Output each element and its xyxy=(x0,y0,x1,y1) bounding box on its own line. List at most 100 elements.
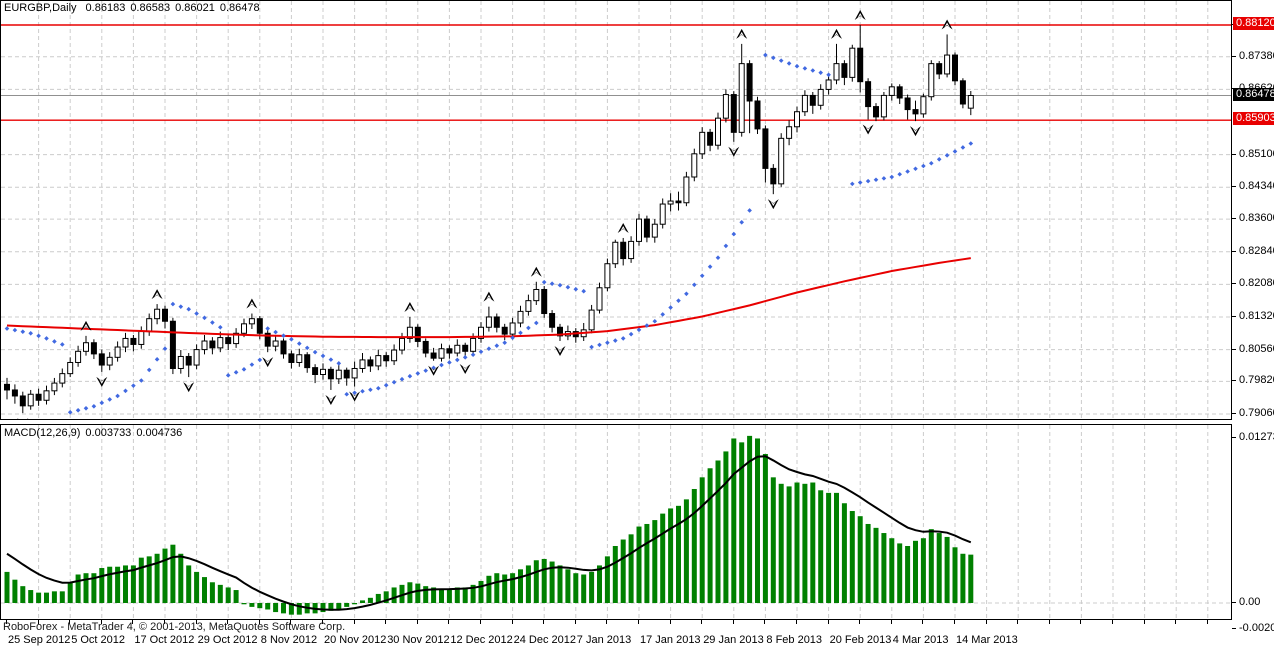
psar-dot-icon xyxy=(873,177,879,183)
psar-dot-icon xyxy=(794,63,800,69)
psar-dot-icon xyxy=(383,382,389,388)
macd-histogram-bar xyxy=(44,592,49,603)
macd-histogram-bar xyxy=(115,566,121,603)
candle-body xyxy=(746,63,753,102)
axis-tick xyxy=(1232,55,1236,57)
date-axis[interactable]: 25 Sep 2012 5 Oct 2012 17 Oct 2012 29 Oct 2… xyxy=(0,620,1232,651)
candle-body xyxy=(438,348,445,359)
date-tick xyxy=(37,620,39,624)
fractal-down-inner xyxy=(264,358,271,365)
psar-dot-icon xyxy=(534,320,539,326)
candle-body xyxy=(904,97,911,111)
date-tick xyxy=(322,620,323,624)
candle-body xyxy=(912,109,919,115)
macd-histogram-bar xyxy=(138,557,144,603)
price-level-badge: 0.85903 xyxy=(1233,112,1274,126)
macd-histogram-bar xyxy=(83,573,89,603)
psar-dot-icon xyxy=(423,368,428,373)
candle-body xyxy=(612,241,619,265)
macd-histogram-bar xyxy=(75,574,81,603)
candle-body xyxy=(225,337,232,345)
macd-histogram-bar xyxy=(12,579,18,603)
date-tick xyxy=(290,620,292,624)
macd-chart-canvas[interactable] xyxy=(1,425,1231,619)
macd-histogram-bar xyxy=(660,513,666,603)
candle-body xyxy=(730,94,737,133)
date-tick xyxy=(1143,620,1145,624)
candle-body xyxy=(406,326,413,339)
date-tick xyxy=(448,620,450,624)
psar-dot-icon xyxy=(715,255,721,261)
psar-dot-icon xyxy=(99,400,105,406)
candle-body xyxy=(754,100,761,130)
date-tick xyxy=(574,620,576,624)
macd-label: MACD(12,26,9) xyxy=(4,427,81,439)
candle-body xyxy=(146,318,153,333)
candle-body xyxy=(762,128,769,169)
date-tick xyxy=(258,620,260,624)
candle-body xyxy=(888,86,895,96)
psar-dot-icon xyxy=(162,346,168,352)
candle-body xyxy=(533,288,540,302)
candle-body xyxy=(667,200,674,205)
axis-tick xyxy=(1232,250,1236,252)
macd-histogram-bar xyxy=(597,565,602,603)
macd-histogram-bar xyxy=(209,582,215,603)
symbol-timeframe-label: EURGBP,Daily xyxy=(4,2,77,14)
platform-copyright: RoboForex - MetaTrader 4, © 2001-2013, M… xyxy=(3,621,346,633)
psar-dot-icon xyxy=(368,387,373,393)
price-chart-canvas[interactable] xyxy=(1,1,1231,419)
macd-histogram-bar xyxy=(273,603,279,613)
macd-histogram-bar xyxy=(99,568,105,603)
psar-dot-icon xyxy=(731,231,737,237)
candle-body xyxy=(67,361,74,375)
price-scale-axis[interactable]: 0.881200.873800.866200.851000.843400.836… xyxy=(1232,0,1274,651)
psar-dot-icon xyxy=(676,298,681,303)
macd-histogram-bar xyxy=(604,556,610,603)
candle-body xyxy=(928,63,935,98)
macd-histogram-bar xyxy=(557,565,563,603)
macd-histogram-bar xyxy=(952,547,958,603)
quote-close: 0.86478 xyxy=(219,2,260,14)
psar-dot-icon xyxy=(526,325,531,331)
price-chart-panel[interactable] xyxy=(0,0,1232,420)
macd-histogram-bar xyxy=(881,533,887,603)
axis-tick xyxy=(1232,315,1236,317)
macd-histogram-bar xyxy=(415,583,421,603)
candle-body xyxy=(98,353,105,366)
candle-body xyxy=(27,393,34,407)
candle-body xyxy=(873,106,879,118)
candle-body xyxy=(478,326,484,339)
fractal-up-inner xyxy=(857,13,864,19)
price-level-badge: 0.88120 xyxy=(1233,17,1274,30)
macd-histogram-bar xyxy=(502,574,508,603)
psar-dot-icon xyxy=(692,282,697,288)
psar-dot-icon xyxy=(478,349,484,355)
psar-dot-icon xyxy=(944,153,950,158)
date-tick xyxy=(890,620,892,624)
fractal-down-inner xyxy=(430,367,437,373)
date-axis-label: 29 Oct 2012 xyxy=(197,634,258,646)
macd-histogram-bar xyxy=(723,451,729,603)
fractal-up-inner xyxy=(738,31,745,38)
candle-body xyxy=(154,308,161,320)
date-axis-label: 12 Dec 2012 xyxy=(450,634,513,646)
candle-body xyxy=(359,359,366,369)
moving-average-line xyxy=(6,257,971,339)
axis-tick xyxy=(1232,218,1236,220)
candle-body xyxy=(817,88,824,106)
candle-body xyxy=(304,354,311,369)
macd-indicator-panel[interactable] xyxy=(0,424,1232,620)
psar-dot-icon xyxy=(510,335,515,341)
date-tick xyxy=(764,620,766,624)
macd-signal-value: 0.004736 xyxy=(136,427,183,439)
psar-dot-icon xyxy=(407,373,413,379)
candle-body xyxy=(446,348,453,354)
candle-body xyxy=(841,63,848,78)
psar-dot-icon xyxy=(723,243,729,249)
macd-histogram-bar xyxy=(762,454,768,603)
psar-dot-icon xyxy=(565,284,571,290)
macd-histogram-bar xyxy=(375,593,381,603)
macd-histogram-bar xyxy=(265,603,271,610)
